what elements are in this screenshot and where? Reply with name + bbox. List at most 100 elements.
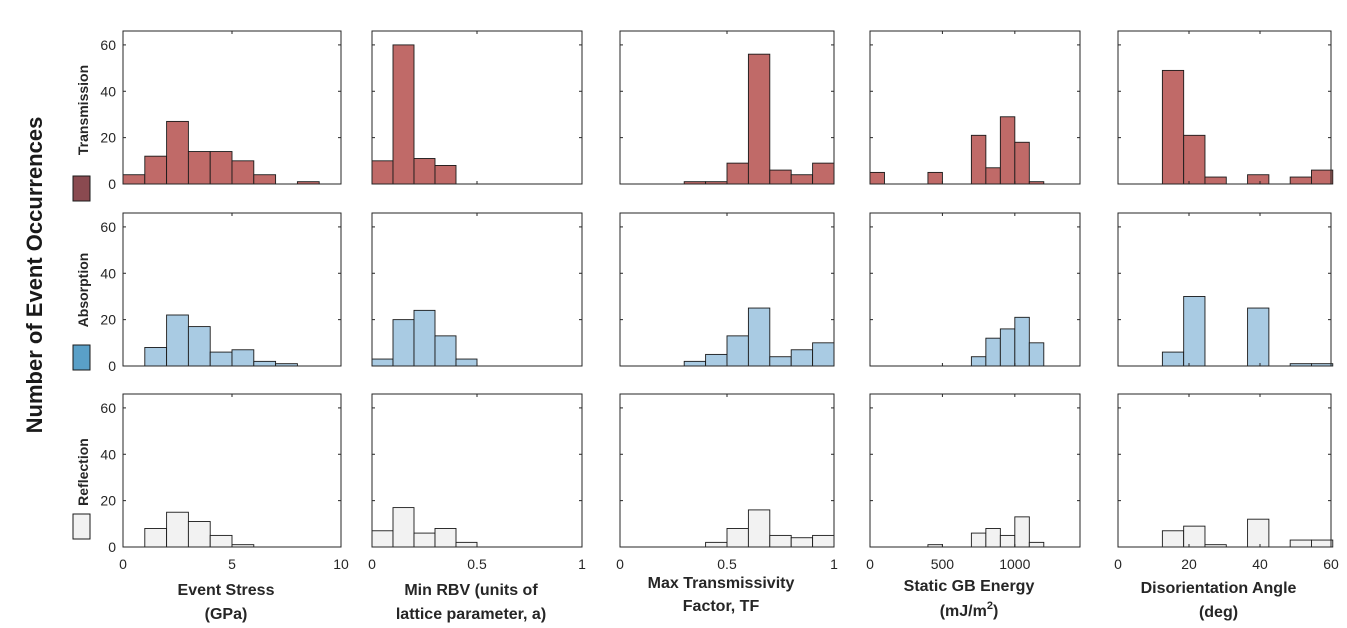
bar-transmission [790, 174, 814, 185]
x-tick-label: 5 [228, 556, 236, 572]
bar-reflection [999, 534, 1016, 548]
panel-min-rbv-absorption [371, 212, 583, 367]
bar-reflection [747, 509, 771, 548]
bar-transmission [970, 134, 987, 185]
legend-swatch-transmission [72, 175, 91, 202]
bar-transmission [812, 162, 835, 185]
bar-transmission [726, 162, 749, 185]
axes-box [1117, 393, 1332, 548]
bar-transmission [166, 120, 189, 185]
x-axis-title-line1: Disorientation Angle [1141, 580, 1297, 597]
y-tick-label: 60 [100, 37, 116, 53]
axes-box [869, 30, 1081, 185]
bar-absorption [455, 358, 478, 367]
x-tick-label: 500 [931, 556, 955, 572]
bar-reflection [726, 528, 749, 548]
y-tick-label: 40 [100, 446, 116, 462]
bar-absorption [999, 328, 1016, 367]
bar-reflection [705, 541, 728, 548]
bar-absorption [253, 360, 277, 367]
bar-absorption [790, 349, 814, 367]
bar-reflection [1161, 530, 1185, 548]
row-label-absorption: Absorption [75, 253, 91, 328]
bar-transmission [392, 44, 415, 185]
x-tick-label: 60 [1323, 556, 1339, 572]
bar-absorption [144, 347, 168, 367]
x-tick-label: 0 [119, 556, 127, 572]
bar-reflection [166, 511, 189, 548]
panel-max-transmissivity-factor-transmission [619, 30, 835, 185]
bar-transmission [371, 160, 394, 185]
y-tick-label: 60 [100, 219, 116, 235]
bar-reflection [413, 532, 436, 548]
legend-swatch-absorption [72, 344, 91, 371]
axes-box [619, 393, 835, 548]
bar-transmission [1247, 174, 1270, 185]
bar-absorption [726, 335, 749, 367]
bar-transmission [1183, 134, 1206, 185]
x-axis-title-line2: Factor, TF [683, 598, 760, 615]
axes-box [122, 393, 342, 548]
x-tick-label: 0 [616, 556, 624, 572]
x-tick-label: 0 [866, 556, 874, 572]
x-axis-title-line1: Max Transmissivity [648, 575, 795, 592]
bar-transmission [253, 174, 277, 185]
bar-absorption [705, 353, 728, 367]
bar-transmission [209, 151, 233, 185]
bar-absorption [747, 307, 771, 367]
bar-absorption [187, 326, 211, 367]
panel-disorientation-angle-transmission [1117, 30, 1334, 185]
y-tick-label: 20 [100, 493, 116, 509]
panel-min-rbv-reflection: 0 0.5 1 [368, 393, 586, 572]
bar-transmission [985, 167, 1001, 185]
bar-absorption [970, 356, 987, 367]
y-axis-title: Number of Event Occurrences [22, 117, 47, 434]
panel-max-transmissivity-factor-reflection: 0 0.5 1 [616, 393, 838, 572]
x-axis-title-line2: (GPa) [205, 606, 248, 623]
axes-box [1117, 30, 1332, 185]
bar-transmission [1161, 69, 1185, 185]
row-label-transmission: Transmission [75, 65, 91, 155]
x-tick-label: 0.5 [467, 556, 487, 572]
panel-min-rbv-transmission [371, 30, 583, 185]
bar-reflection [970, 532, 987, 548]
x-tick-label: 0 [368, 556, 376, 572]
bar-transmission [231, 160, 255, 185]
bar-transmission [144, 155, 168, 185]
bar-transmission [927, 171, 943, 185]
x-axis-title-line1: Event Stress [178, 582, 275, 599]
bar-absorption [1014, 316, 1030, 367]
bar-absorption [985, 337, 1001, 367]
bar-absorption [1161, 351, 1185, 367]
bar-reflection [392, 507, 415, 548]
bar-reflection [812, 534, 835, 548]
bar-absorption [231, 349, 255, 367]
x-axis-title-line1: Min RBV (units of [404, 582, 538, 599]
bar-transmission [187, 151, 211, 185]
bar-absorption [392, 319, 415, 367]
bar-absorption [209, 351, 233, 367]
bar-absorption [1028, 342, 1045, 367]
bar-absorption [1247, 307, 1270, 367]
x-tick-label: 1000 [999, 556, 1030, 572]
bar-reflection [371, 530, 394, 548]
x-tick-label: 10 [333, 556, 349, 572]
axes-box [122, 212, 342, 367]
bar-transmission [122, 174, 146, 185]
bar-reflection [455, 541, 478, 548]
bar-absorption [683, 360, 707, 367]
bar-absorption [434, 335, 457, 367]
y-tick-label: 0 [108, 176, 116, 192]
bar-absorption [1183, 296, 1206, 367]
x-tick-label: 20 [1181, 556, 1197, 572]
bar-reflection [790, 537, 814, 548]
bar-absorption [166, 314, 189, 367]
bar-reflection [985, 528, 1001, 548]
panel-disorientation-angle-absorption [1117, 212, 1334, 367]
x-tick-label: 40 [1252, 556, 1268, 572]
bar-transmission [999, 116, 1016, 185]
bar-transmission [1204, 176, 1227, 185]
y-tick-label: 20 [100, 130, 116, 146]
x-tick-label: 1 [830, 556, 838, 572]
y-tick-label: 40 [100, 265, 116, 281]
